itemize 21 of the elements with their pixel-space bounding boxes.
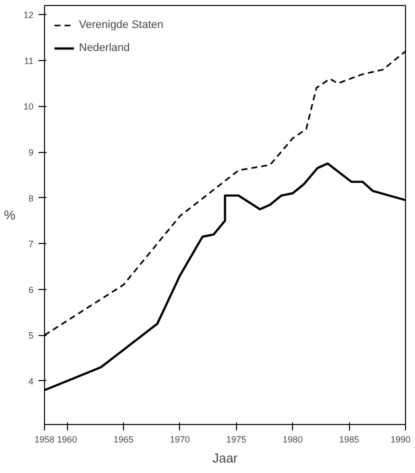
x-tick-label: 1980 bbox=[282, 434, 303, 444]
y-tick-label: 9 bbox=[28, 148, 34, 158]
x-tick-label: 1985 bbox=[339, 434, 360, 444]
y-tick-label: 10 bbox=[23, 102, 34, 112]
y-tick-label: 11 bbox=[24, 56, 34, 66]
x-tick-label: 1970 bbox=[170, 434, 190, 444]
x-axis-title: Jaar bbox=[212, 450, 238, 466]
y-tick-label: 6 bbox=[28, 284, 34, 295]
x-tick-label: 1965 bbox=[113, 434, 134, 444]
x-tick-label: 1975 bbox=[226, 434, 246, 444]
y-tick-label: 8 bbox=[28, 193, 34, 204]
legend-label: Nederland bbox=[79, 42, 130, 54]
x-tick-label: 1990 bbox=[390, 434, 411, 444]
y-tick-label: 12 bbox=[23, 10, 34, 20]
y-tick-label: 7 bbox=[28, 239, 34, 250]
y-tick-label: 5 bbox=[28, 330, 34, 341]
legend-label: Verenigde Staten bbox=[79, 19, 164, 31]
x-tick-label: 1958 bbox=[34, 434, 55, 444]
y-axis-title: % bbox=[4, 208, 16, 222]
y-tick-label: 4 bbox=[28, 376, 34, 386]
x-tick-label: 1960 bbox=[57, 434, 78, 444]
